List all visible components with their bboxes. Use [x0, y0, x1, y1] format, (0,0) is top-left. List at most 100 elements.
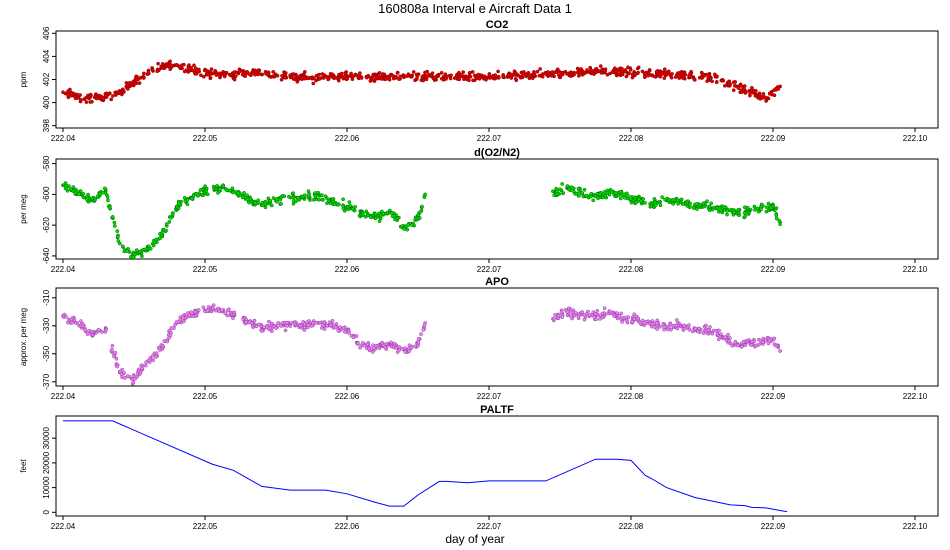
data-point — [351, 335, 356, 340]
data-point — [461, 70, 466, 74]
data-point — [650, 322, 655, 326]
data-point — [316, 197, 321, 202]
data-point — [174, 63, 179, 67]
data-point — [314, 320, 319, 325]
data-point — [598, 192, 602, 197]
data-point — [560, 182, 565, 186]
data-point — [476, 72, 481, 77]
data-point — [202, 68, 207, 73]
data-point — [774, 343, 778, 348]
data-point — [670, 198, 675, 202]
data-point — [596, 69, 601, 73]
data-point — [361, 211, 365, 216]
data-point — [140, 366, 144, 371]
data-point — [94, 96, 99, 101]
data-point — [319, 193, 324, 198]
data-point — [295, 79, 300, 84]
data-point — [134, 248, 139, 252]
data-point — [296, 196, 300, 200]
data-point — [291, 76, 296, 81]
data-point — [164, 62, 169, 66]
data-point — [579, 67, 583, 71]
y-tick-label: 30000 — [42, 427, 51, 450]
data-point — [110, 343, 115, 348]
data-point — [97, 328, 101, 332]
data-point — [72, 92, 77, 96]
data-point — [725, 212, 729, 217]
data-point — [308, 75, 313, 80]
data-point — [270, 329, 274, 334]
data-point — [313, 194, 318, 199]
data-point — [248, 196, 253, 201]
data-point — [280, 194, 285, 198]
data-point — [199, 73, 203, 78]
data-point — [173, 322, 177, 327]
data-point — [620, 66, 624, 71]
panel-apo: APO 222.04 222.05 222.06 222.07 222.08 222.09 2… — [19, 276, 939, 401]
data-point — [201, 74, 206, 79]
panel-d-o2-n2-: d(O2/N2) 222.04 222.05 222.06 222.07 222.08 22… — [19, 147, 939, 274]
data-point — [624, 74, 629, 79]
data-point — [135, 74, 139, 79]
data-point — [105, 195, 110, 199]
data-point — [164, 228, 168, 233]
data-point — [294, 199, 298, 204]
data-point — [338, 325, 342, 330]
data-point — [626, 65, 630, 70]
data-point — [328, 71, 333, 76]
y-tick-label: -620 — [42, 217, 51, 234]
data-point — [752, 90, 756, 94]
data-point — [711, 205, 716, 210]
data-point — [776, 87, 781, 91]
data-point — [563, 69, 568, 74]
y-tick-label: -600 — [42, 186, 51, 203]
x-tick-label: 222.06 — [335, 265, 360, 274]
data-point — [247, 320, 252, 325]
data-point — [160, 62, 165, 66]
data-point — [574, 191, 579, 196]
data-point — [167, 335, 172, 340]
data-point — [766, 201, 771, 206]
data-point — [610, 70, 615, 74]
data-point — [90, 196, 94, 201]
data-point — [640, 69, 645, 74]
data-point — [387, 77, 392, 82]
data-point — [228, 72, 233, 77]
data-point — [84, 95, 88, 100]
data-point — [593, 194, 597, 199]
data-point — [298, 324, 303, 328]
data-point — [384, 77, 389, 81]
data-point — [320, 323, 325, 327]
data-point — [403, 349, 407, 354]
data-point — [403, 346, 407, 351]
data-point — [373, 216, 378, 221]
data-point — [618, 189, 623, 194]
data-point — [116, 235, 120, 239]
data-point — [687, 203, 692, 208]
data-point — [767, 91, 772, 96]
data-point — [647, 68, 652, 72]
data-point — [600, 311, 605, 316]
data-point — [106, 198, 110, 203]
data-point — [244, 319, 249, 324]
data-point — [665, 327, 670, 332]
data-point — [245, 69, 250, 74]
data-point — [371, 343, 375, 348]
data-point — [487, 72, 492, 76]
data-point — [580, 72, 585, 77]
data-point — [402, 227, 407, 231]
data-point — [605, 191, 610, 196]
data-point — [676, 198, 680, 203]
data-point — [192, 63, 196, 68]
data-point — [125, 249, 129, 253]
data-point — [716, 337, 721, 342]
data-point — [658, 74, 663, 79]
plot-frame — [55, 415, 939, 517]
data-point — [143, 363, 148, 368]
data-point — [565, 313, 570, 318]
data-point — [197, 67, 201, 72]
data-point — [629, 200, 634, 205]
data-point — [311, 197, 316, 202]
data-point — [764, 96, 768, 101]
